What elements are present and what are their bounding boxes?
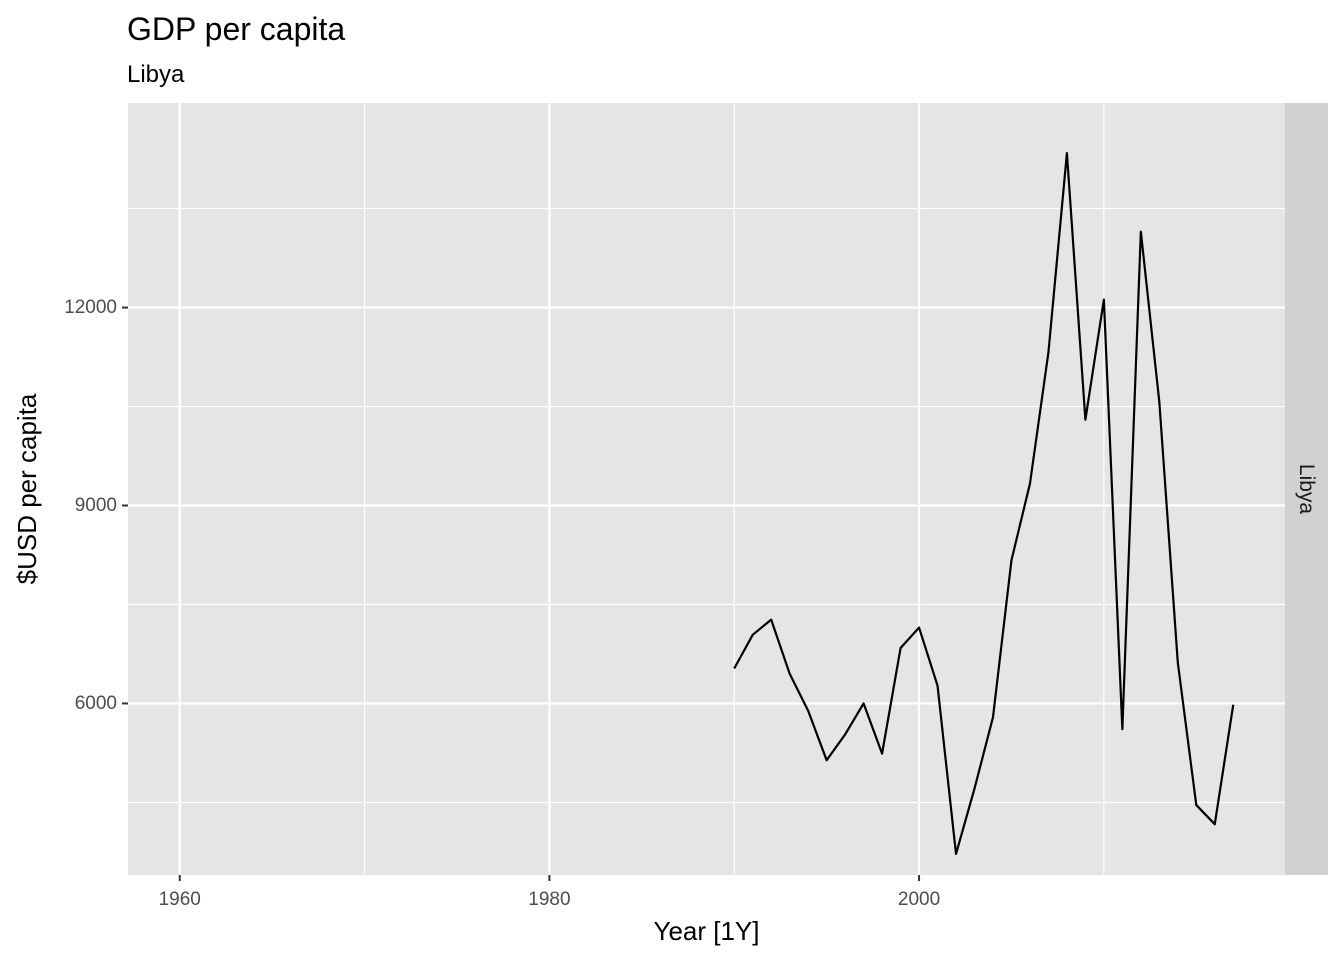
y-tick-label: 12000 [64,297,117,318]
series-line [733,152,1235,855]
facet-strip-label: Libya [1295,464,1318,515]
chart-title: GDP per capita [127,11,345,47]
x-axis-title: Year [1Y] [653,916,759,946]
chart-subtitle: Libya [127,61,185,88]
x-axis: 1960 1980 2000 [159,875,940,910]
x-tick-label: 1960 [159,889,201,910]
y-axis-title: $USD per capita [12,393,42,584]
x-tick-label: 1980 [528,889,570,910]
y-tick-label: 9000 [75,495,117,516]
minor-gridlines [128,103,1285,875]
facet-strip [1285,103,1328,875]
y-tick-label: 6000 [75,693,117,714]
y-axis: 6000 9000 12000 [64,297,128,714]
series-layer [733,152,1235,855]
major-gridlines [128,103,1285,875]
x-tick-label: 2000 [898,889,940,910]
plot-panel [128,103,1285,875]
